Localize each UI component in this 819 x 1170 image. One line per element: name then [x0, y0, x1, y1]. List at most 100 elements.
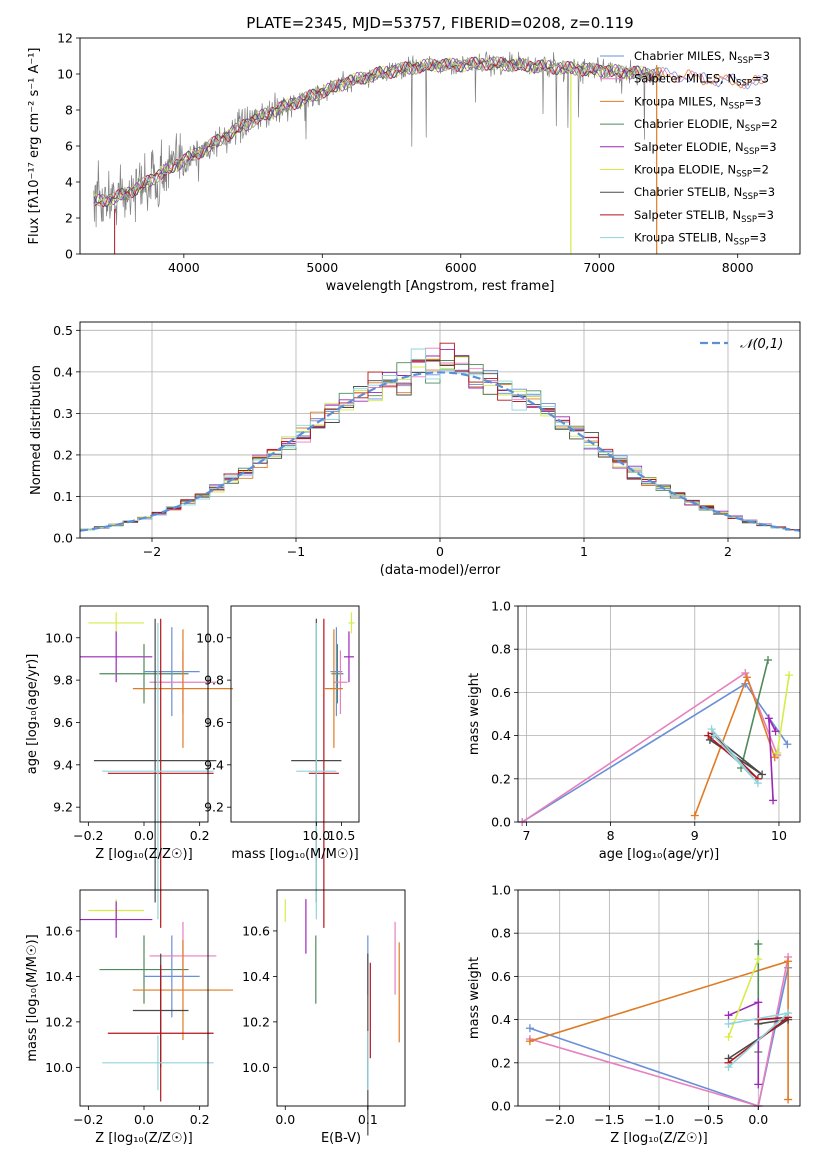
y-axis-label: Flux [fλ10⁻¹⁷ erg cm⁻² s⁻¹ A⁻¹] — [27, 48, 42, 245]
axes-frame — [79, 37, 801, 255]
errorbar-point — [107, 618, 214, 928]
errorbar-point — [348, 612, 355, 634]
y-tick-label: 0.8 — [491, 642, 511, 657]
x-tick-label: 0.1 — [358, 1112, 378, 1127]
mass-weight-marker — [724, 1019, 733, 1028]
errorbar-point — [102, 622, 214, 920]
mass-weight-marker — [742, 673, 751, 682]
y-tick-label: 10.0 — [45, 1060, 73, 1075]
y-axis-label: mass [log₁₀(M/M☉)] — [25, 934, 40, 1061]
y-tick-label: 0.8 — [491, 926, 511, 941]
plot-content-age_vs_Z — [80, 612, 234, 928]
axes-frame — [79, 321, 801, 539]
axes-frame — [517, 889, 801, 1107]
x-tick-label: −2.0 — [545, 1112, 575, 1127]
y-tick-label: 9.2 — [204, 800, 224, 815]
y-tick-label: 9.4 — [53, 757, 73, 772]
errorbar-point — [296, 622, 337, 920]
mass-weight-marker — [784, 1095, 793, 1104]
y-tick-label: 0.4 — [53, 364, 73, 379]
x-tick-label: 10 — [771, 828, 787, 843]
x-tick-label: 8 — [607, 828, 615, 843]
plot-content-residuals — [80, 342, 800, 533]
errorbar-point — [132, 940, 234, 1041]
plot-content-mass_vs_ebv — [284, 899, 400, 1136]
y-tick-label: 0.0 — [53, 531, 73, 546]
y-tick-label: 10.0 — [45, 630, 73, 645]
mass-weight-marker — [690, 811, 699, 820]
spectrum-model-line — [93, 56, 662, 208]
y-tick-label: 9.8 — [204, 673, 224, 688]
legend-entry: Chabrier ELODIE, NSSP=2 — [634, 117, 778, 134]
errorbar-point — [99, 644, 189, 704]
mass-weight-marker — [525, 1024, 534, 1033]
mass-weight-marker — [724, 1032, 733, 1041]
y-tick-label: 0.0 — [491, 815, 511, 830]
y-tick-label: 10.2 — [45, 1014, 73, 1029]
errorbar-point — [144, 935, 200, 1018]
errorbar-point — [107, 965, 214, 1102]
x-axis-label: wavelength [Angstrom, rest frame] — [326, 279, 555, 294]
x-axis-label: mass [log₁₀(M/M☉)] — [231, 847, 358, 862]
errorbar-point — [80, 901, 153, 938]
errorbar-point — [88, 612, 144, 634]
panel-residuals: −2 −1 0 1 2 0.0 0.1 0.2 0.3 0.4 0.5 (data-model)/er… — [29, 321, 801, 578]
x-tick-label: −0.2 — [73, 1112, 103, 1127]
legend-entry: Kroupa STELIB, NSSP=3 — [634, 231, 766, 248]
y-tick-label: 10.2 — [242, 1014, 270, 1029]
y-tick-label: 0.2 — [53, 447, 73, 462]
mass-weight-marker — [707, 725, 716, 734]
mass-weight-marker — [754, 1080, 763, 1089]
y-axis-label: mass weight — [467, 673, 482, 755]
y-tick-label: 6 — [65, 139, 73, 154]
legend-entry: Salpeter ELODIE, NSSP=3 — [634, 140, 777, 157]
plot-content-age_vs_mass — [291, 612, 355, 928]
mass-weight-marker — [525, 1037, 534, 1046]
legend-entry: Chabrier STELIB, NSSP=3 — [634, 185, 775, 202]
y-tick-label: 0.1 — [53, 489, 73, 504]
y-tick-label: 2 — [65, 211, 73, 226]
y-tick-label: 10.6 — [45, 923, 73, 938]
x-tick-label: −0.2 — [73, 828, 103, 843]
y-tick-label: 0.6 — [491, 685, 511, 700]
axes-frame — [230, 605, 360, 823]
x-tick-label: 10.5 — [328, 828, 356, 843]
y-tick-label: 0.6 — [491, 969, 511, 984]
y-tick-label: 10.4 — [45, 969, 73, 984]
y-tick-label: 1.0 — [491, 883, 511, 898]
x-tick-label: 4000 — [168, 260, 200, 275]
x-tick-label: −0.5 — [693, 1112, 723, 1127]
x-tick-label: 0.0 — [134, 1112, 154, 1127]
x-axis-label: Z [log₁₀(Z/Z☉)] — [610, 1131, 707, 1146]
x-tick-label: 7 — [522, 828, 530, 843]
panel-mass_weight_vs_Z: −2.0 −1.5 −1.0 −0.5 0.0 0.0 0.2 0.4 0.6 0.8 1.0 Z [… — [467, 883, 801, 1146]
plots-layer: 4000 5000 6000 7000 8000024681012wavelength … — [25, 31, 801, 1146]
mass-weight-marker — [771, 727, 780, 736]
y-tick-label: 0 — [65, 247, 73, 262]
x-tick-label: 7000 — [583, 260, 615, 275]
errorbar-point — [324, 629, 343, 748]
mass-weight-marker — [784, 957, 793, 966]
mass-weight-marker — [784, 1009, 793, 1018]
plot-content-mass_vs_Z — [80, 899, 234, 1102]
x-tick-label: 5000 — [306, 260, 338, 275]
x-tick-label: −1.0 — [644, 1112, 674, 1127]
errorbar-point — [144, 627, 200, 717]
y-tick-label: 8 — [65, 103, 73, 118]
x-tick-label: 8000 — [722, 260, 754, 275]
x-tick-label: 10.0 — [302, 828, 330, 843]
y-tick-label: 12 — [57, 31, 73, 46]
mass-weight-marker — [758, 770, 767, 779]
plot-content-mass_weight_vs_age — [518, 656, 794, 826]
x-tick-label: 0 — [436, 544, 444, 559]
errorbar-point — [333, 650, 348, 714]
y-tick-label: 10.0 — [242, 1060, 270, 1075]
x-axis-label: (data-model)/error — [380, 563, 501, 578]
axes-frame — [276, 889, 406, 1107]
x-tick-label: 9 — [691, 828, 699, 843]
axes-frame — [79, 889, 209, 1107]
mass-weight-marker — [785, 671, 794, 680]
panel-mass_vs_ebv: 0.0 0.1 10.0 10.2 10.4 10.6 E(B-V) — [242, 889, 406, 1146]
legend-entry: Kroupa MILES, NSSP=3 — [634, 94, 761, 111]
x-tick-label: −1 — [287, 544, 305, 559]
